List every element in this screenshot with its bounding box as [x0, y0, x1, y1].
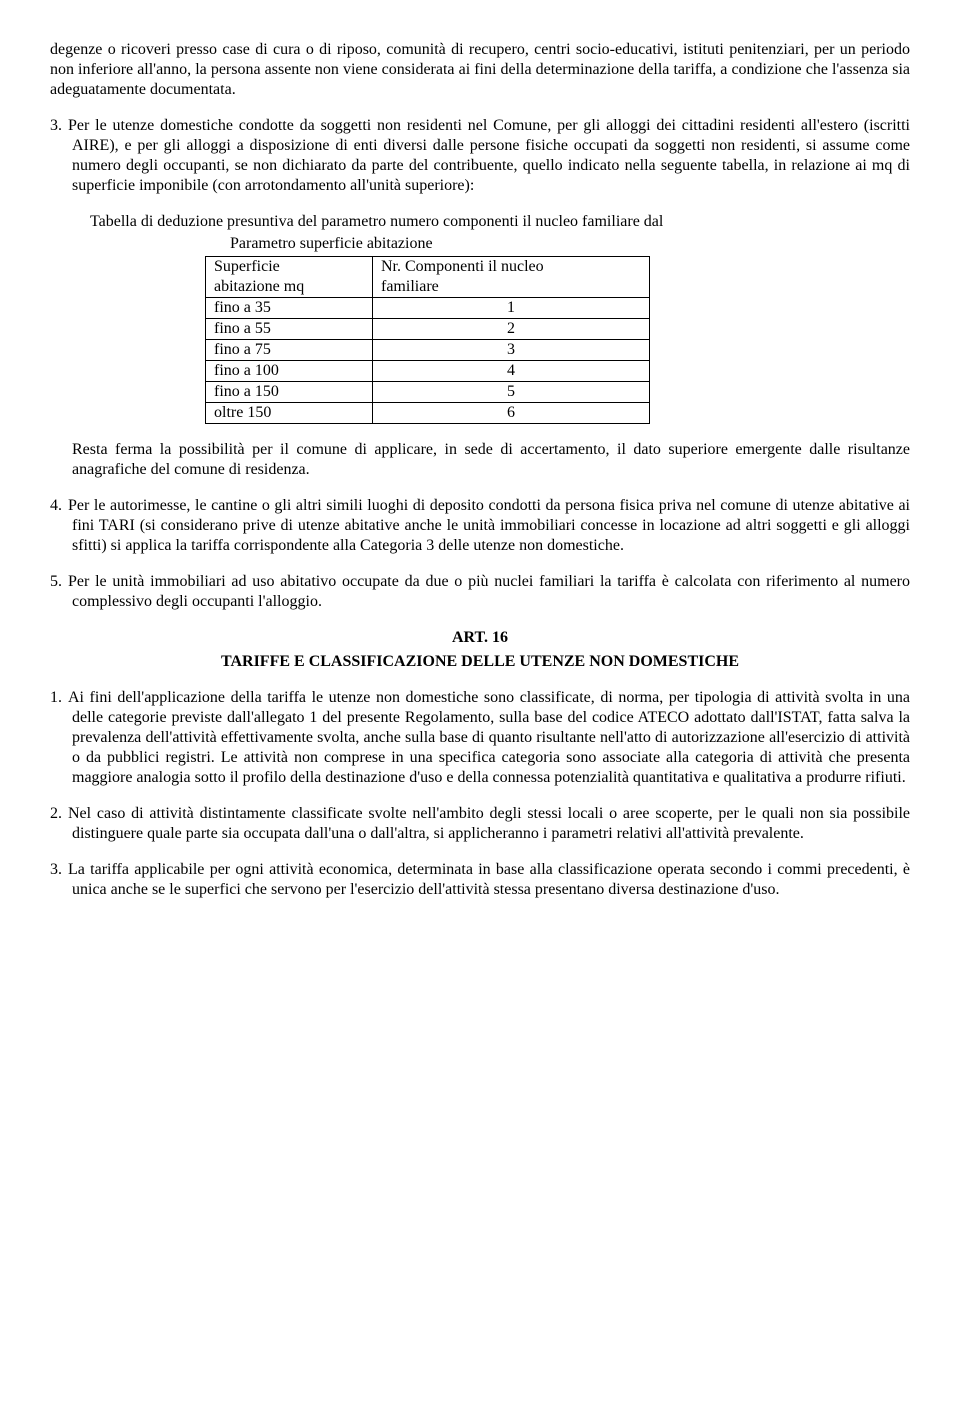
table-header-components: Nr. Componenti il nucleo familiare [373, 257, 650, 298]
table-row: fino a 552 [206, 319, 650, 340]
paragraph-top: degenze o ricoveri presso case di cura o… [50, 40, 910, 100]
cell-surface: fino a 35 [206, 298, 373, 319]
article-title: TARIFFE E CLASSIFICAZIONE DELLE UTENZE N… [50, 652, 910, 672]
cell-surface: fino a 100 [206, 361, 373, 382]
table-row: fino a 351 [206, 298, 650, 319]
table-row: fino a 753 [206, 340, 650, 361]
table-header-row: Superficie abitazione mq Nr. Componenti … [206, 257, 650, 298]
table-row: fino a 1004 [206, 361, 650, 382]
cell-surface: fino a 150 [206, 382, 373, 403]
item-text: Per le autorimesse, le cantine o gli alt… [68, 497, 910, 554]
table-header-surface: Superficie abitazione mq [206, 257, 373, 298]
list-item-2b: 2.Nel caso di attività distintamente cla… [50, 804, 910, 844]
item-number: 1. [50, 688, 68, 708]
table-row: oltre 1506 [206, 403, 650, 424]
list-item-3: 3.Per le utenze domestiche condotte da s… [50, 116, 910, 196]
cell-surface: oltre 150 [206, 403, 373, 424]
cell-components: 4 [373, 361, 650, 382]
cell-surface: fino a 75 [206, 340, 373, 361]
item-text: Per le utenze domestiche condotte da sog… [68, 117, 910, 194]
item-number: 3. [50, 860, 68, 880]
table-row: fino a 1505 [206, 382, 650, 403]
table-subtitle: Parametro superficie abitazione [230, 234, 910, 254]
cell-components: 3 [373, 340, 650, 361]
cell-components: 1 [373, 298, 650, 319]
cell-components: 6 [373, 403, 650, 424]
article-number: ART. 16 [50, 628, 910, 648]
item-text: Nel caso di attività distintamente class… [68, 805, 910, 842]
item-text: Per le unità immobiliari ad uso abitativ… [68, 573, 910, 610]
item-number: 3. [50, 116, 68, 136]
list-item-1b: 1.Ai fini dell'applicazione della tariff… [50, 688, 910, 788]
list-item-4: 4.Per le autorimesse, le cantine o gli a… [50, 496, 910, 556]
cell-surface: fino a 55 [206, 319, 373, 340]
paragraph-after-table: Resta ferma la possibilità per il comune… [72, 440, 910, 480]
list-item-3b: 3.La tariffa applicabile per ogni attivi… [50, 860, 910, 900]
item-number: 5. [50, 572, 68, 592]
list-item-5: 5.Per le unità immobiliari ad uso abitat… [50, 572, 910, 612]
item-text: Ai fini dell'applicazione della tariffa … [68, 689, 910, 786]
cell-components: 2 [373, 319, 650, 340]
item-number: 2. [50, 804, 68, 824]
deduction-table: Superficie abitazione mq Nr. Componenti … [205, 256, 650, 424]
item-number: 4. [50, 496, 68, 516]
table-title: Tabella di deduzione presuntiva del para… [90, 212, 910, 232]
cell-components: 5 [373, 382, 650, 403]
item-text: La tariffa applicabile per ogni attività… [68, 861, 910, 898]
